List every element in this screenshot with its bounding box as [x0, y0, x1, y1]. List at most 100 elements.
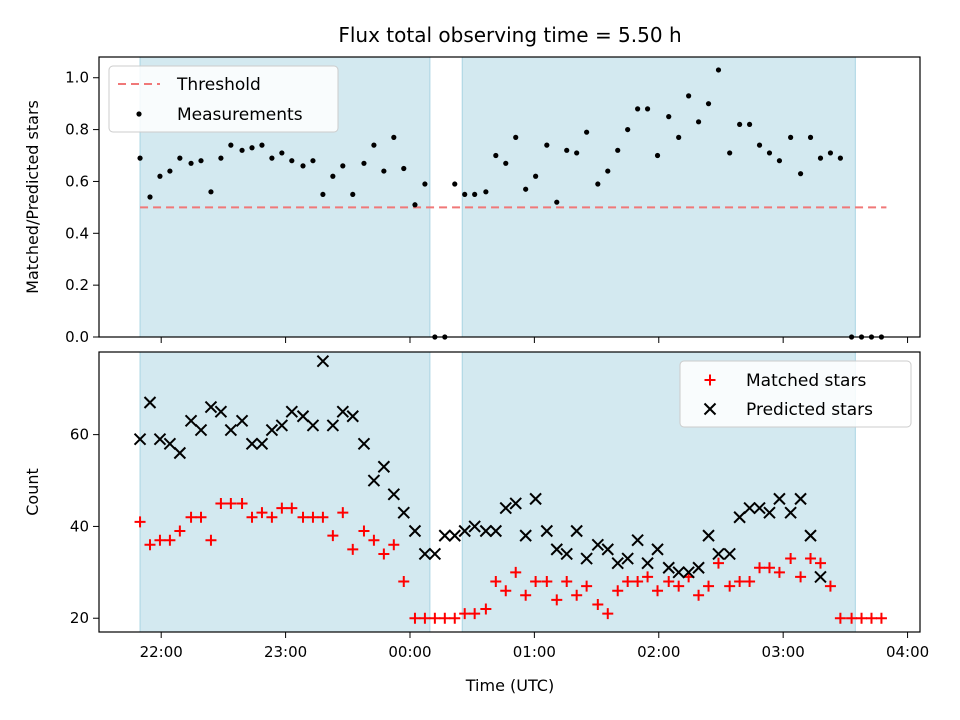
measurement-point: [503, 160, 509, 166]
predicted-star-point: [570, 524, 583, 538]
matched-star-point: [500, 585, 512, 597]
matched-star-point: [205, 534, 217, 546]
matched-star-point: [195, 511, 207, 523]
matched-star-point: [551, 594, 563, 606]
predicted-star-point: [814, 570, 827, 584]
matched-star-point: [480, 603, 492, 615]
matched-star-point: [773, 566, 785, 578]
predicted-star-point: [529, 492, 542, 506]
predicted-star-point: [357, 437, 371, 451]
bottom-panel: 20 40 60 22:00 23:00 00:00 01:00 02:00 03:00 04:0…: [70, 351, 929, 661]
x-tick-label: 01:00: [513, 643, 556, 661]
legend-measurements-label: Measurements: [177, 105, 303, 125]
bottom-legend: Matched stars Predicted stars: [679, 360, 912, 428]
matched-star-point: [388, 539, 400, 551]
predicted-star-point: [519, 529, 532, 542]
predicted-star-point: [296, 410, 310, 423]
matched-star-point: [795, 571, 807, 583]
predicted-star-point: [204, 400, 218, 414]
predicted-star-point: [468, 520, 481, 533]
bottom-legend-box: [679, 360, 912, 428]
matched-star-point: [744, 576, 756, 588]
matched-star-point: [378, 548, 390, 560]
matched-star-point: [246, 511, 258, 523]
measurement-point: [157, 173, 163, 179]
predicted-star-point: [408, 524, 422, 538]
measurement-point: [837, 155, 843, 161]
top-axes-frame: [98, 56, 921, 338]
matched-star-point: [602, 608, 614, 620]
measurement-point: [279, 150, 285, 156]
matched-star-point: [307, 511, 319, 523]
measurement-point: [676, 134, 682, 140]
measurement-point: [727, 150, 733, 156]
matched-star-point: [286, 502, 298, 514]
matched-star-point: [632, 576, 644, 588]
matched-star-point: [134, 516, 146, 528]
measurement-point: [705, 101, 712, 107]
top-shaded-interval: [461, 56, 856, 338]
matched-star-point: [469, 608, 481, 620]
measurement-point: [310, 158, 316, 164]
matched-star-point: [805, 553, 817, 565]
measurement-point: [654, 152, 661, 159]
predicted-star-point: [448, 529, 461, 542]
matched-star-point: [419, 612, 431, 624]
bottom-y-axis-label: Count: [23, 468, 42, 516]
measurement-point: [249, 145, 255, 151]
predicted-star-point: [560, 547, 573, 561]
x-tick-label: 03:00: [762, 643, 805, 661]
predicted-star-point: [804, 529, 817, 542]
measurement-point: [177, 155, 183, 161]
matched-star-point: [409, 612, 421, 624]
measurement-point: [218, 155, 224, 161]
top-y-tick-label: 1.0: [65, 69, 89, 87]
predicted-star-point: [306, 419, 320, 432]
matched-star-point: [622, 576, 634, 588]
measurement-point: [797, 171, 804, 177]
matched-star-point: [327, 530, 339, 542]
matched-star-point: [520, 589, 532, 601]
measurement-point: [188, 160, 194, 166]
predicted-star-point: [540, 524, 554, 538]
predicted-star-point: [550, 543, 563, 556]
predicted-star-point: [438, 529, 452, 542]
measurement-point: [605, 168, 611, 174]
predicted-star-point: [458, 524, 471, 538]
predicted-star-point: [702, 529, 715, 542]
measurement-point: [625, 126, 631, 133]
predicted-star-point: [316, 354, 330, 368]
predicted-star-point: [692, 561, 705, 574]
measurement-point: [776, 158, 783, 164]
predicted-star-point: [377, 460, 391, 473]
measurement-point: [137, 155, 143, 161]
predicted-star-point: [621, 552, 634, 565]
matched-star-point: [571, 589, 583, 601]
matched-star-point: [530, 576, 542, 588]
matched-star-point: [256, 507, 268, 519]
measurement-point: [615, 147, 621, 153]
measurement-point: [371, 142, 377, 148]
matched-star-point: [449, 612, 461, 624]
matched-star-point: [834, 612, 846, 624]
legend-measurements-swatch: [136, 111, 142, 117]
matched-star-point: [510, 566, 522, 578]
predicted-star-point: [397, 506, 410, 519]
predicted-star-point: [753, 501, 766, 515]
matched-star-point: [144, 539, 156, 551]
matched-star-point: [459, 608, 471, 620]
top-y-axis-label: Matched/Predicted stars: [23, 100, 42, 294]
predicted-star-point: [763, 506, 776, 519]
predicted-star-point: [214, 405, 228, 418]
matched-star-point: [317, 511, 329, 523]
measurement-point: [666, 114, 672, 120]
measurement-point: [788, 134, 794, 140]
predicted-star-point: [773, 492, 786, 506]
chart-title: Flux total observing time = 5.50 h: [338, 23, 681, 47]
top-panel: 0.0 0.2 0.4 0.6 0.8 1.0 Threshold Measurements: [65, 56, 921, 346]
measurement-point: [147, 194, 153, 200]
matched-star-point: [824, 580, 836, 592]
x-tick-label: 23:00: [264, 643, 307, 661]
predicted-star-point: [336, 405, 350, 418]
measurement-point: [686, 93, 692, 99]
